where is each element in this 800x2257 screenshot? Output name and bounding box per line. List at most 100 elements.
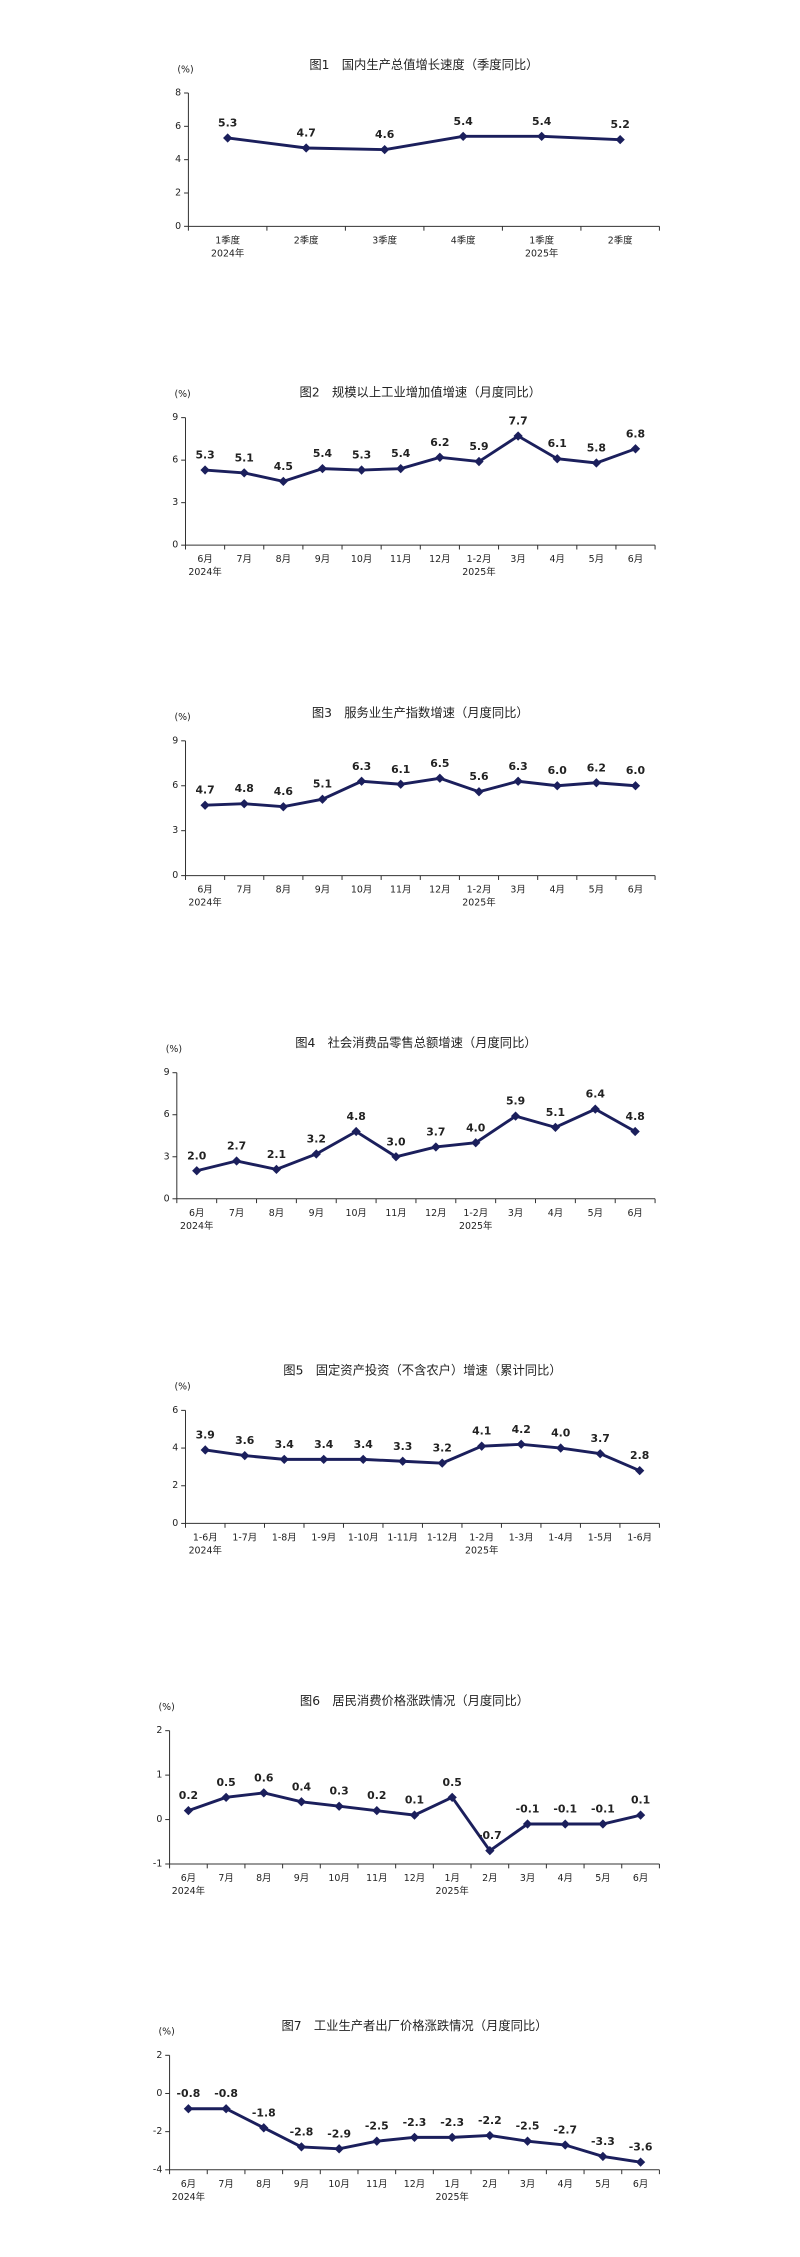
value-label: 5.6 <box>469 770 488 783</box>
marker <box>477 1441 487 1451</box>
marker <box>334 2144 344 2154</box>
y-tick-label: 4 <box>172 1443 178 1454</box>
marker <box>598 1819 608 1829</box>
marker <box>317 794 328 804</box>
x-tick-label: 4月 <box>550 885 565 896</box>
marker <box>200 800 210 810</box>
marker <box>513 431 523 441</box>
marker <box>334 1801 344 1811</box>
marker <box>435 452 445 462</box>
y-axis-label: (%) <box>174 389 190 400</box>
marker <box>635 1810 646 1820</box>
y-tick-label: 0 <box>172 540 178 551</box>
x-tick-label: 9月 <box>315 554 330 565</box>
marker <box>259 1788 269 1798</box>
x-tick-label: 9月 <box>309 1208 324 1219</box>
x-tick-label: 5月 <box>595 1873 610 1884</box>
marker <box>396 464 406 474</box>
x-tick-label: 7月 <box>218 1873 233 1884</box>
y-tick-label: 2 <box>175 187 181 198</box>
x-tick-label: 3月 <box>510 554 525 565</box>
x-tick-label: 1-12月 <box>427 1532 458 1543</box>
y-tick-label: 6 <box>164 1109 170 1120</box>
x-tick-label: 1-6月 <box>193 1532 218 1543</box>
marker <box>223 133 233 143</box>
x-tick-label: 6月 <box>633 1873 648 1884</box>
y-tick-label: 9 <box>172 412 178 423</box>
value-label: 4.5 <box>274 460 293 473</box>
x-tick-label: 10月 <box>345 1208 366 1219</box>
x-tick-label: 1-9月 <box>311 1532 336 1543</box>
y-tick-label: 6 <box>172 1405 178 1416</box>
value-label: 5.4 <box>532 115 552 128</box>
marker <box>435 773 445 783</box>
y-axis-label: (%) <box>174 712 190 723</box>
x-tick-label: 7月 <box>236 885 251 896</box>
value-label: 3.0 <box>386 1135 406 1148</box>
x-tick-label: 12月 <box>404 1873 425 1884</box>
x-tick-label: 5月 <box>589 885 604 896</box>
value-label: 5.4 <box>313 447 333 460</box>
x-year-label: 2025年 <box>435 1885 468 1897</box>
value-label: -0.8 <box>177 2087 201 2100</box>
marker <box>231 1156 242 1166</box>
marker <box>447 2132 457 2143</box>
x-tick-label: 2季度 <box>608 234 633 246</box>
value-label: 5.9 <box>506 1095 525 1108</box>
marker <box>271 1164 282 1175</box>
x-tick-label: 8月 <box>256 1873 271 1884</box>
x-tick-label: 3月 <box>520 1873 535 1884</box>
y-tick-label: -4 <box>153 2164 162 2175</box>
line <box>196 1107 636 1173</box>
value-label: 0.2 <box>367 1789 386 1802</box>
marker <box>183 1806 194 1816</box>
y-axis-label: (%) <box>159 2027 175 2038</box>
x-tick-label: 1月 <box>444 1873 459 1884</box>
value-label: 0.6 <box>254 1771 273 1784</box>
x-tick-label: 7月 <box>218 2179 233 2190</box>
marker <box>279 1454 289 1465</box>
x-year-label: 2024年 <box>188 897 221 909</box>
marker <box>356 776 367 786</box>
y-tick-label: 2 <box>156 2050 162 2061</box>
value-label: -0.1 <box>516 1803 540 1816</box>
marker <box>552 781 562 791</box>
marker <box>591 778 602 788</box>
x-tick-label: 9月 <box>294 2179 309 2190</box>
marker <box>550 1122 561 1132</box>
x-tick-label: 10月 <box>328 1873 349 1884</box>
x-year-label: 2024年 <box>172 1885 205 1897</box>
x-tick-label: 9月 <box>294 1873 309 1884</box>
x-tick-label: 12月 <box>404 2179 425 2190</box>
marker <box>239 468 249 478</box>
x-tick-label: 3月 <box>508 1208 523 1219</box>
x-tick-label: 1-5月 <box>588 1532 613 1543</box>
marker <box>471 1138 481 1148</box>
marker <box>552 454 562 464</box>
x-tick-label: 5月 <box>589 554 604 565</box>
value-label: 2.7 <box>227 1139 246 1152</box>
marker <box>372 1806 382 1816</box>
marker <box>317 464 328 474</box>
x-tick-label: 12月 <box>429 554 450 565</box>
x-tick-label: 10月 <box>351 554 372 565</box>
value-label: 4.7 <box>297 126 316 139</box>
value-label: 6.8 <box>626 427 645 440</box>
value-label: 7.7 <box>508 415 527 428</box>
x-tick-label: 1-2月 <box>463 1208 488 1219</box>
marker <box>513 776 523 786</box>
value-label: -3.6 <box>629 2141 653 2154</box>
x-year-label: 2025年 <box>465 1544 498 1556</box>
y-axis-label: (%) <box>166 1044 182 1055</box>
marker <box>296 2142 307 2152</box>
value-label: 5.4 <box>391 447 411 460</box>
x-year-label: 2025年 <box>462 897 495 909</box>
marker <box>516 1439 526 1449</box>
line <box>205 1442 641 1473</box>
x-tick-label: 4月 <box>550 554 565 565</box>
marker <box>485 2130 495 2141</box>
value-label: -0.7 <box>478 1829 502 1842</box>
marker <box>351 1126 361 1137</box>
x-tick-label: 1-7月 <box>232 1532 257 1543</box>
x-tick-label: 12月 <box>429 885 450 896</box>
